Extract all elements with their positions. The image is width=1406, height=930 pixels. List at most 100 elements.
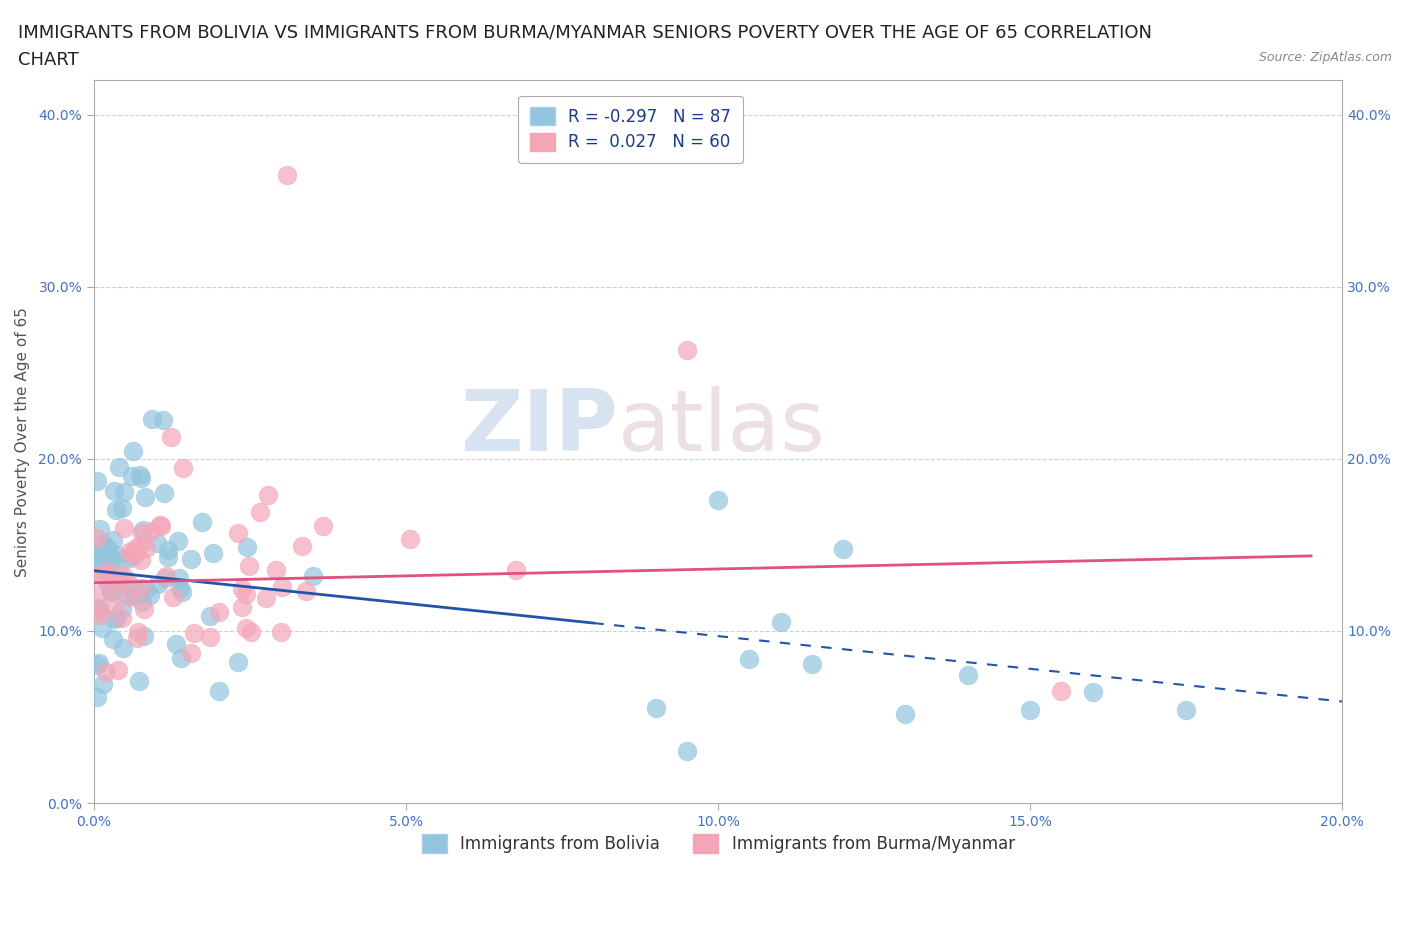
Point — [1019, 703, 1042, 718]
Point — [276, 167, 298, 182]
Point — [118, 578, 141, 593]
Point — [135, 581, 157, 596]
Y-axis label: Seniors Poverty Over the Age of 65: Seniors Poverty Over the Age of 65 — [15, 307, 30, 577]
Point — [120, 549, 142, 564]
Text: ZIP: ZIP — [461, 386, 619, 469]
Point — [91, 537, 114, 551]
Point — [118, 590, 141, 604]
Point — [302, 568, 325, 583]
Point — [291, 538, 314, 553]
Point — [157, 542, 180, 557]
Point — [94, 561, 117, 576]
Point — [198, 630, 221, 644]
Point — [124, 542, 146, 557]
Point — [86, 544, 108, 559]
Point — [101, 598, 124, 613]
Point — [118, 544, 141, 559]
Point — [104, 548, 127, 563]
Point — [107, 565, 129, 579]
Point — [172, 584, 194, 599]
Point — [141, 411, 163, 426]
Point — [111, 602, 134, 617]
Point — [122, 588, 145, 603]
Point — [240, 625, 263, 640]
Point — [86, 689, 108, 704]
Point — [127, 625, 149, 640]
Text: Source: ZipAtlas.com: Source: ZipAtlas.com — [1258, 51, 1392, 64]
Point — [155, 571, 177, 586]
Point — [800, 657, 823, 671]
Point — [312, 518, 335, 533]
Point — [100, 584, 122, 599]
Point — [103, 631, 125, 646]
Point — [226, 655, 249, 670]
Point — [87, 544, 110, 559]
Point — [294, 583, 316, 598]
Point — [238, 559, 260, 574]
Point — [738, 651, 761, 666]
Point — [111, 566, 134, 581]
Point — [101, 582, 124, 597]
Point — [254, 591, 277, 605]
Point — [169, 581, 191, 596]
Point — [270, 579, 292, 594]
Point — [145, 536, 167, 551]
Point — [122, 444, 145, 458]
Legend: Immigrants from Bolivia, Immigrants from Burma/Myanmar: Immigrants from Bolivia, Immigrants from… — [415, 828, 1021, 860]
Point — [94, 538, 117, 553]
Point — [97, 541, 120, 556]
Point — [134, 629, 156, 644]
Point — [270, 625, 292, 640]
Point — [129, 580, 152, 595]
Point — [117, 588, 139, 603]
Point — [105, 611, 128, 626]
Point — [87, 587, 110, 602]
Point — [89, 568, 111, 583]
Point — [96, 564, 118, 578]
Point — [249, 504, 271, 519]
Point — [131, 594, 153, 609]
Point — [150, 518, 173, 533]
Point — [149, 518, 172, 533]
Point — [169, 571, 191, 586]
Point — [139, 588, 162, 603]
Point — [134, 490, 156, 505]
Point — [165, 637, 187, 652]
Point — [111, 501, 134, 516]
Point — [180, 646, 202, 661]
Point — [107, 662, 129, 677]
Point — [146, 576, 169, 591]
Point — [112, 641, 135, 656]
Point — [86, 556, 108, 571]
Point — [128, 674, 150, 689]
Point — [96, 664, 118, 679]
Point — [129, 552, 152, 567]
Point — [105, 574, 128, 589]
Point — [399, 531, 422, 546]
Point — [236, 539, 259, 554]
Point — [170, 651, 193, 666]
Point — [956, 668, 979, 683]
Point — [86, 601, 108, 616]
Point — [155, 569, 177, 584]
Point — [101, 551, 124, 565]
Point — [117, 572, 139, 587]
Point — [124, 548, 146, 563]
Point — [96, 575, 118, 590]
Point — [172, 460, 194, 475]
Text: CHART: CHART — [18, 51, 79, 69]
Point — [894, 706, 917, 721]
Point — [132, 523, 155, 538]
Point — [159, 430, 181, 445]
Point — [235, 587, 257, 602]
Point — [128, 468, 150, 483]
Point — [505, 563, 527, 578]
Point — [125, 631, 148, 645]
Point — [644, 700, 666, 715]
Point — [108, 459, 131, 474]
Point — [832, 542, 855, 557]
Point — [104, 576, 127, 591]
Point — [707, 492, 730, 507]
Point — [257, 487, 280, 502]
Point — [162, 590, 184, 604]
